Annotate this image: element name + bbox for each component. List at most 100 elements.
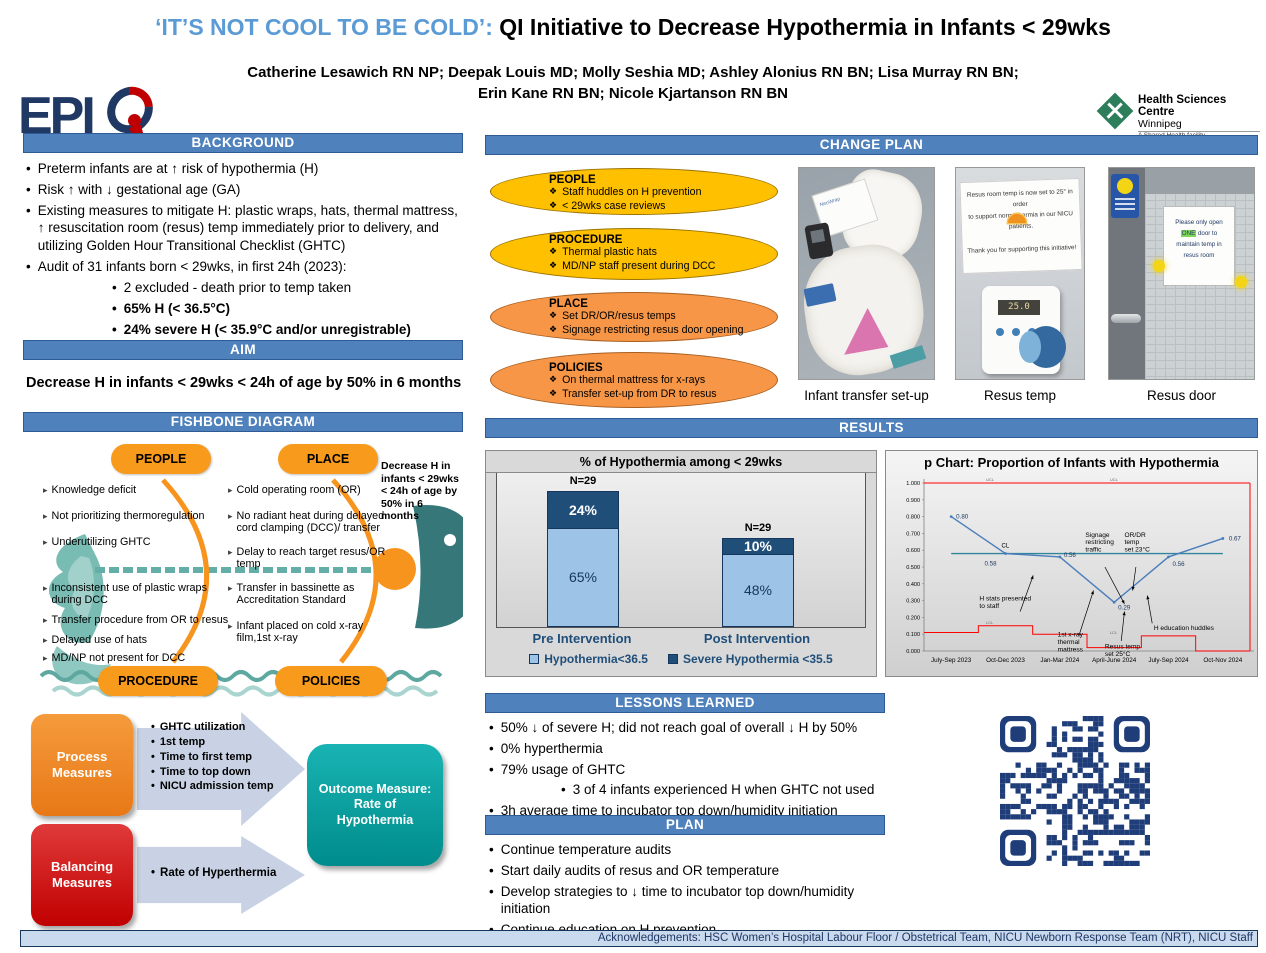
- authors-line2: Erin Kane RN BN; Nicole Kjartanson RN BN: [477, 85, 789, 102]
- svg-text:H education huddles: H education huddles: [1154, 625, 1215, 632]
- background-sub-bullet: 65% H (< 36.5°C): [123, 300, 231, 316]
- diamond-icon: ❖: [549, 323, 558, 334]
- photo-caption: Resus temp: [983, 388, 1057, 403]
- svg-text:0.800: 0.800: [906, 515, 920, 521]
- lessons-bullet: 50% ↓ of severe H; did not reach goal of…: [500, 720, 858, 735]
- change-plan-box-place: PLACE ❖ Set DR/OR/resus temps ❖ Signage re…: [490, 292, 778, 342]
- hsc-logo: Health Sciences Centre Winnipeg A Shared…: [1096, 92, 1260, 139]
- p-chart-svg: 0.000 0.100 0.200 0.300 0.400 0.500 0.600 0.700…: [906, 477, 1254, 664]
- photo-resus-door: Please only open ONE door to maintain te…: [1108, 167, 1255, 380]
- svg-text:set 25°C: set 25°C: [1105, 650, 1131, 658]
- svg-text:temp: temp: [1124, 539, 1139, 546]
- fishbone-item: ▸ MD/NP not present for DCC: [43, 652, 186, 664]
- svg-text:July-Sep 2023: July-Sep 2023: [931, 657, 972, 664]
- bar-category-label: Post Intervention: [703, 631, 811, 646]
- balancing-measures-box: Balancing Measures: [31, 824, 133, 926]
- fishbone-category-people: PEOPLE: [111, 444, 211, 474]
- change-plan-box-policies: POLICIES ❖ On thermal mattress for x-rays…: [490, 352, 778, 408]
- svg-text:0.500: 0.500: [906, 565, 920, 571]
- fishbone-item: ▸ No radiant heat during delayed cord cla…: [228, 510, 385, 535]
- fishbone-item: ▸ Transfer procedure from OR to resus: [43, 614, 229, 626]
- svg-text:Oct-Nov 2024: Oct-Nov 2024: [1203, 657, 1242, 664]
- diamond-icon: ❖: [549, 387, 558, 398]
- fishbone-category-procedure: PROCEDURE: [98, 666, 218, 696]
- svg-text:OR/DR: OR/DR: [1124, 532, 1145, 539]
- bar-segment-severe: 10%: [722, 538, 794, 554]
- door-sticker: [1111, 174, 1139, 218]
- bar-1: N=29 10% 48%: [722, 522, 794, 627]
- diamond-icon: ❖: [549, 310, 558, 320]
- epiq-q-icon: [97, 77, 163, 148]
- wave-icon: [52, 646, 111, 685]
- svg-text:Resus temp: Resus temp: [1105, 643, 1141, 650]
- svg-text:0.29: 0.29: [1118, 604, 1131, 611]
- bar-segment-hypothermia: 65%: [547, 527, 619, 627]
- thermostat-display: 25.0: [998, 300, 1040, 315]
- aim-header: AIM: [23, 340, 463, 360]
- background-bullet: Risk ↑ with ↓ gestational age (GA): [37, 181, 241, 197]
- fishbone-item: ▸ Infant placed on cold x-ray film,1st x-…: [228, 620, 364, 645]
- svg-text:thermal: thermal: [1058, 639, 1081, 646]
- resus-temp-sign: Resus room temp is now set to 25° in ord…: [959, 177, 1083, 275]
- svg-text:April-June 2024: April-June 2024: [1092, 657, 1137, 664]
- fishbone-graphic: [39, 478, 481, 697]
- svg-text:mattress: mattress: [1058, 647, 1084, 654]
- svg-text:0.400: 0.400: [906, 582, 920, 588]
- diamond-icon: ❖: [549, 186, 558, 196]
- lessons-list: • 50% ↓ of severe H; did not reach goal o…: [489, 720, 875, 819]
- fishbone-item: ▸ Delayed use of hats: [43, 634, 147, 646]
- page-title: ‘IT’S NOT COOL TO BE COLD’: QI Initiativ…: [0, 14, 1266, 41]
- background-sub-bullet: 2 excluded - death prior to temp taken: [123, 279, 352, 295]
- bar-n-label: N=29: [744, 522, 772, 535]
- svg-text:0.80: 0.80: [956, 514, 969, 521]
- diamond-icon: ❖: [549, 259, 558, 270]
- svg-text:0.600: 0.600: [906, 548, 920, 554]
- legend-swatch-severe: [667, 654, 678, 664]
- background-bullet: Existing measures to mitigate H: plastic…: [37, 202, 458, 254]
- svg-text:CL: CL: [1002, 544, 1010, 550]
- fishbone-item: ▸ Delay to reach target resus/OR temp: [228, 546, 386, 571]
- change-plan-header: CHANGE PLAN: [485, 135, 1258, 155]
- change-plan-box-procedure: PROCEDURE ❖ Thermal plastic hats ❖ MD/NP s…: [490, 228, 778, 280]
- photo-resus-temp: Resus room temp is now set to 25° in ord…: [955, 167, 1085, 380]
- fishbone-item: ▸ Transfer in bassinette as Accreditation…: [228, 582, 355, 607]
- fishbone-arc-left: [161, 478, 210, 664]
- lessons-header: LESSONS LEARNED: [485, 693, 885, 713]
- thermostat: 25.0: [982, 286, 1066, 374]
- fish-head-icon: [413, 505, 481, 629]
- fishbone-category-place: PLACE: [278, 444, 378, 474]
- bar-0: N=29 24% 65%: [547, 475, 619, 627]
- svg-text:restricting: restricting: [1085, 539, 1114, 546]
- lessons-bullet: 3h average time to incubator top down/hu…: [500, 803, 838, 819]
- bar-chart-legend: Hypothermia<36.5 Severe Hypothermia <35.…: [486, 652, 876, 666]
- svg-text:0.200: 0.200: [906, 615, 920, 621]
- diamond-icon: ❖: [549, 374, 558, 384]
- background-header: BACKGROUND: [23, 133, 463, 153]
- svg-text:0.56: 0.56: [1173, 561, 1186, 568]
- sun-icon: [1008, 214, 1026, 223]
- background-bullet: Audit of 31 infants born < 29wks, in fir…: [37, 259, 347, 275]
- change-plan-box-people: PEOPLE ❖ Staff huddles on H prevention ❖ <…: [490, 168, 778, 215]
- bar-segment-severe: 24%: [547, 490, 619, 528]
- bar-chart-panel: % of Hypothermia among < 29wks N=29 24% …: [485, 450, 877, 677]
- bar-chart-plot: N=29 24% 65% N=29 10% 48%: [496, 473, 866, 628]
- plan-header: PLAN: [485, 815, 885, 835]
- authors: Catherine Lesawich RN NP; Deepak Louis M…: [0, 62, 1266, 104]
- svg-text:0.58: 0.58: [985, 561, 998, 568]
- svg-text:0.900: 0.900: [906, 498, 920, 504]
- plan-bullet: Start daily audits of resus and OR tempe…: [500, 862, 780, 878]
- process-measures-list: • GHTC utilization • 1st temp • Time to fir…: [151, 721, 274, 793]
- lessons-bullet: 79% usage of GHTC: [500, 761, 626, 777]
- plan-bullet: Continue temperature audits: [500, 842, 672, 857]
- title-rest: QI Initiative to Decrease Hypothermia in…: [492, 14, 1111, 40]
- p-chart-title: p Chart: Proportion of Infants with Hypo…: [924, 455, 1219, 470]
- resus-door-sign: Please only open ONE door to maintain te…: [1163, 206, 1235, 286]
- svg-text:LCL: LCL: [1110, 630, 1118, 635]
- diamond-icon: ❖: [549, 199, 558, 210]
- lessons-bullet: 0% hyperthermia: [500, 740, 603, 756]
- svg-text:0.000: 0.000: [906, 649, 920, 655]
- svg-text:Signage: Signage: [1085, 532, 1110, 539]
- svg-text:0.100: 0.100: [906, 632, 920, 638]
- fishbone-item: ▸ Not prioritizing thermoregulation: [43, 510, 205, 522]
- qr-code: [1000, 716, 1150, 866]
